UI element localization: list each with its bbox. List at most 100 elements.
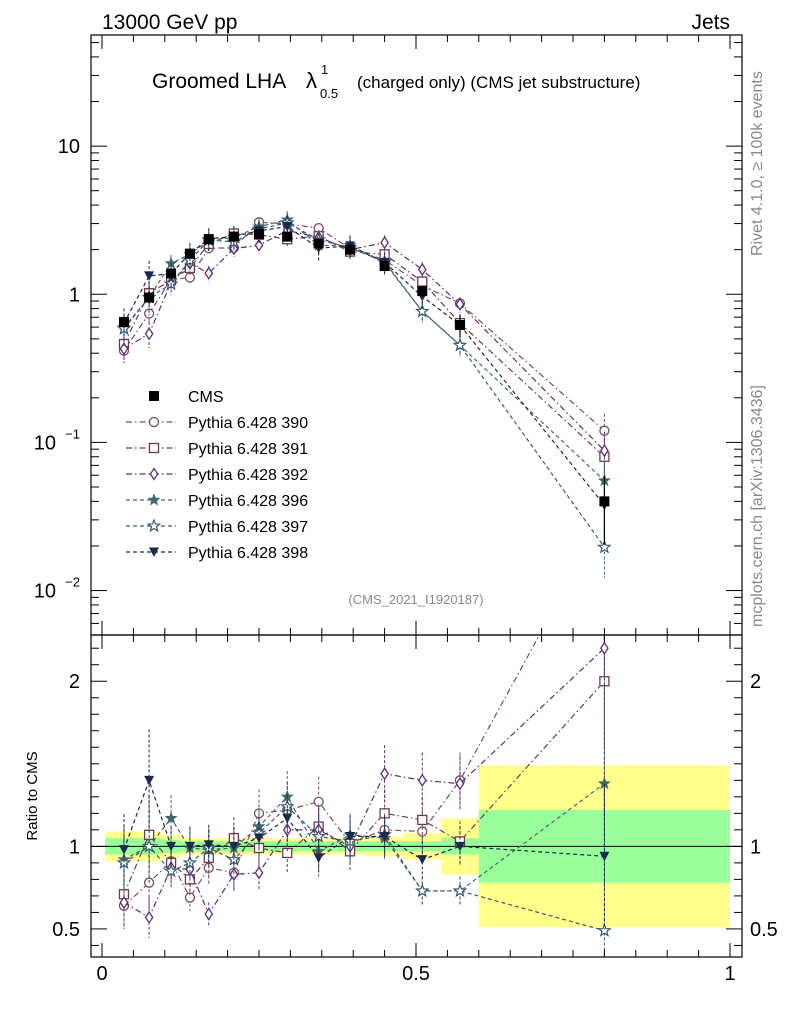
mc-397-ratio-point — [414, 883, 430, 898]
mc-390-ratio-point — [184, 892, 196, 903]
mc-398-ratio-point — [599, 851, 610, 862]
cms-data-point — [417, 286, 428, 297]
mc-397-ratio-point — [311, 828, 326, 843]
ratio-y-axis-label: Ratio to CMS — [24, 751, 41, 840]
legend-label-mc-396: Pythia 6.428 396 — [188, 493, 308, 510]
mc-398-ratio-point — [345, 831, 356, 842]
ratio-y-tick-label-right: 1 — [750, 836, 761, 858]
main-y-tick-label: 10 — [34, 581, 56, 603]
cms-data-point — [345, 244, 356, 255]
energy-label: 13000 GeV pp — [102, 11, 237, 34]
mc-398-ratio-point — [184, 841, 195, 852]
mc-392-point — [254, 238, 264, 252]
mc-392-point — [600, 443, 609, 458]
legend-cms-label: CMS — [188, 389, 224, 406]
x-tick-label: 0.5 — [402, 963, 430, 985]
cms-data-point — [599, 496, 610, 507]
legend: CMS Pythia 6.428 390 Pythia 6.428 391 Pythi… — [126, 389, 308, 562]
x-tick-label: 0 — [96, 963, 107, 985]
legend-marker-mc-397 — [146, 518, 162, 533]
mc-398-ratio-point — [379, 831, 390, 842]
legend-entry-mc-391: Pythia 6.428 391 — [126, 441, 308, 458]
mc-392-ratio-point — [254, 866, 264, 880]
legend-marker-mc-390 — [148, 416, 160, 428]
legend-cms-marker — [149, 391, 159, 401]
mc-398-ratio-line — [123, 778, 605, 861]
legend-label-mc-391: Pythia 6.428 391 — [188, 441, 308, 458]
mc-397-point — [452, 337, 468, 352]
main-y-tick-label: 1 — [69, 284, 80, 306]
mc-398-ratio-point — [254, 833, 264, 844]
mc-398-ratio-series — [118, 729, 610, 930]
cms-data-point — [254, 229, 264, 240]
mc-398-ratio-point — [144, 775, 155, 786]
legend-entry-mc-392: Pythia 6.428 392 — [126, 467, 308, 484]
main-plot-data — [116, 211, 612, 579]
mc-392-point — [119, 342, 129, 356]
mc-392-ratio-point — [229, 867, 239, 882]
mc-397-point — [597, 539, 612, 554]
title-subscript: 0.5 — [320, 86, 338, 101]
rivet-version-label: Rivet 4.1.0, ≥ 100k events — [749, 71, 766, 256]
ratio-y-tick-label: 2 — [69, 671, 80, 693]
cms-data-point — [166, 268, 177, 279]
mc-398-ratio-point — [118, 845, 129, 855]
legend-marker-mc-392 — [149, 467, 159, 481]
mc-392-ratio-point — [455, 776, 465, 791]
mc-396-ratio-point — [164, 811, 178, 824]
mc-392-line — [123, 229, 605, 452]
mc-392-point — [144, 327, 154, 341]
legend-marker-mc-398 — [149, 547, 159, 557]
ratio-y-tick-label: 1 — [69, 836, 80, 858]
mc-397-ratio-point — [141, 838, 157, 853]
cms-data-point — [379, 261, 390, 272]
main-y-tick-label: 10 — [34, 432, 56, 454]
legend-label-mc-397: Pythia 6.428 397 — [188, 519, 308, 536]
main-y-tick-label: 10 — [58, 136, 80, 158]
axes-ticks: 0 0.5 1 10 1 10 −1 10 −2 2 2 1 1 0.5 0.5 — [34, 35, 778, 985]
cms-data-point — [282, 231, 293, 242]
plot-title: Groomed LHA λ 1 0.5 (charged only) (CMS … — [152, 62, 640, 101]
mc-398-ratio-point — [417, 855, 428, 865]
x-tick-label: 1 — [724, 963, 735, 985]
mc-398-ratio-point — [313, 853, 324, 863]
main-y-tick-exponent: −2 — [65, 575, 80, 590]
mc-392-point — [380, 235, 389, 250]
legend-label-mc-398: Pythia 6.428 398 — [188, 545, 308, 562]
mc-397-point — [414, 303, 430, 318]
ratio-y-tick-label-right: 2 — [750, 671, 761, 693]
legend-entry-cms: CMS — [149, 389, 224, 406]
mc-392-series — [119, 223, 609, 478]
cms-data-point — [203, 234, 214, 245]
legend-entry-mc-398: Pythia 6.428 398 — [126, 545, 308, 562]
legend-label-mc-392: Pythia 6.428 392 — [188, 467, 308, 484]
process-label: Jets — [691, 11, 730, 34]
mc-398-ratio-point — [203, 840, 214, 850]
mc-398-line — [123, 225, 605, 506]
mc-398-ratio-point — [454, 841, 465, 852]
mc-397-ratio-point — [452, 883, 468, 898]
legend-entry-mc-390: Pythia 6.428 390 — [126, 415, 308, 432]
mc-391-ratio-point — [417, 814, 428, 826]
ratio-y-tick-label-right: 0.5 — [750, 919, 778, 941]
cms-data-point — [118, 316, 129, 327]
analysis-tag: (CMS_2021_I1920187) — [348, 592, 483, 607]
ratio-y-tick-label: 0.5 — [52, 919, 80, 941]
legend-label-mc-390: Pythia 6.428 390 — [188, 415, 308, 432]
legend-marker-mc-391 — [148, 442, 160, 454]
mc-398-point — [282, 222, 293, 232]
title-lambda: λ — [306, 68, 317, 93]
mc-392-point — [455, 297, 465, 311]
mc-398-ratio-point — [228, 841, 239, 852]
mc-398-ratio-point — [166, 841, 177, 852]
mc-392-point — [417, 262, 427, 277]
mc-398-point — [144, 271, 155, 281]
mc-392-ratio-series — [119, 635, 609, 939]
cms-data-series — [118, 229, 610, 545]
cms-data-point — [144, 292, 155, 303]
mc-397-ratio-point — [597, 922, 612, 937]
mc-392-ratio-point — [600, 641, 609, 655]
mc-397-line — [123, 222, 605, 548]
ratio-plot-data — [91, 635, 742, 957]
